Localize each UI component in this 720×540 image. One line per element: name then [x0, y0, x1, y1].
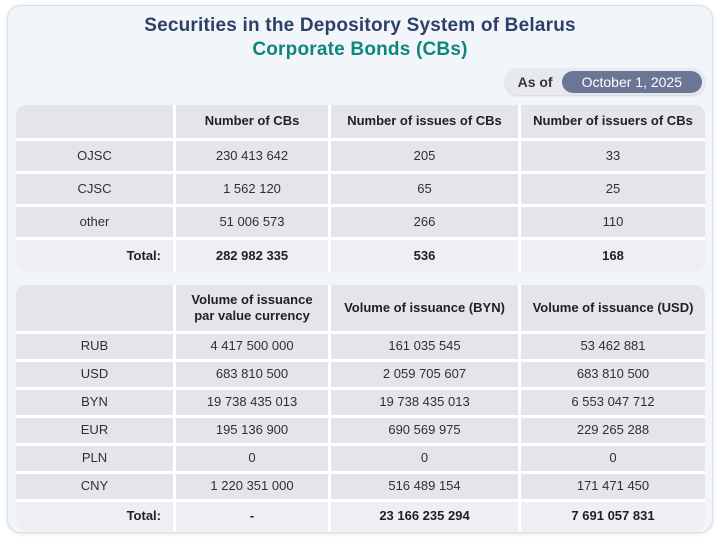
table-cell: 195 136 900	[176, 418, 328, 443]
table-cell: 683 810 500	[521, 362, 705, 387]
row-label: RUB	[16, 334, 173, 359]
table-cell: 2 059 705 607	[331, 362, 518, 387]
row-label: OJSC	[16, 141, 173, 171]
table-cell: 6 553 047 712	[521, 390, 705, 415]
total-label: Total:	[16, 502, 173, 531]
date-selector-button[interactable]: October 1, 2025	[561, 70, 702, 93]
as-of-label: As of	[517, 73, 553, 90]
table-cell: 1 220 351 000	[176, 474, 328, 499]
total-cell: -	[176, 502, 328, 531]
table-cell: 25	[521, 174, 705, 204]
as-of-row: As of October 1, 2025	[8, 68, 712, 95]
row-label: CJSC	[16, 174, 173, 204]
table-cell: 110	[521, 207, 705, 237]
table-cell: 1 562 120	[176, 174, 328, 204]
table-cell: 19 738 435 013	[176, 390, 328, 415]
column-header: Number of CBs	[176, 105, 328, 138]
row-label: BYN	[16, 390, 173, 415]
corner-cell	[16, 285, 173, 331]
as-of-pill: As of October 1, 2025	[504, 68, 705, 95]
corner-cell	[16, 105, 173, 138]
row-label: USD	[16, 362, 173, 387]
table-cell: 19 738 435 013	[331, 390, 518, 415]
column-header: Volume of issuance par value currency	[176, 285, 328, 331]
table-cell: 266	[331, 207, 518, 237]
table-cell: 171 471 450	[521, 474, 705, 499]
table-cell: 0	[331, 446, 518, 471]
column-header: Volume of issuance (BYN)	[331, 285, 518, 331]
row-label: PLN	[16, 446, 173, 471]
counts-table: Number of CBs Number of issues of CBs Nu…	[16, 105, 705, 272]
table-cell: 0	[176, 446, 328, 471]
table-cell: 205	[331, 141, 518, 171]
total-cell: 168	[521, 240, 705, 272]
report-card: Securities in the Depository System of B…	[7, 5, 713, 533]
column-header: Volume of issuance (USD)	[521, 285, 705, 331]
row-label: EUR	[16, 418, 173, 443]
table-cell: 683 810 500	[176, 362, 328, 387]
total-cell: 536	[331, 240, 518, 272]
volumes-table: Volume of issuance par value currency Vo…	[16, 285, 705, 531]
total-cell: 7 691 057 831	[521, 502, 705, 531]
total-cell: 282 982 335	[176, 240, 328, 272]
table-cell: 690 569 975	[331, 418, 518, 443]
page-title: Securities in the Depository System of B…	[144, 15, 576, 36]
row-label: CNY	[16, 474, 173, 499]
row-label: other	[16, 207, 173, 237]
table-cell: 33	[521, 141, 705, 171]
page-subtitle: Corporate Bonds (CBs)	[252, 39, 468, 60]
table-cell: 516 489 154	[331, 474, 518, 499]
table-cell: 51 006 573	[176, 207, 328, 237]
total-cell: 23 166 235 294	[331, 502, 518, 531]
tables-container: Number of CBs Number of issues of CBs Nu…	[16, 105, 705, 531]
total-label: Total:	[16, 240, 173, 272]
table-cell: 65	[331, 174, 518, 204]
table-cell: 229 265 288	[521, 418, 705, 443]
table-cell: 230 413 642	[176, 141, 328, 171]
table-cell: 53 462 881	[521, 334, 705, 359]
table-cell: 4 417 500 000	[176, 334, 328, 359]
column-header: Number of issues of CBs	[331, 105, 518, 138]
table-cell: 0	[521, 446, 705, 471]
table-cell: 161 035 545	[331, 334, 518, 359]
column-header: Number of issuers of CBs	[521, 105, 705, 138]
